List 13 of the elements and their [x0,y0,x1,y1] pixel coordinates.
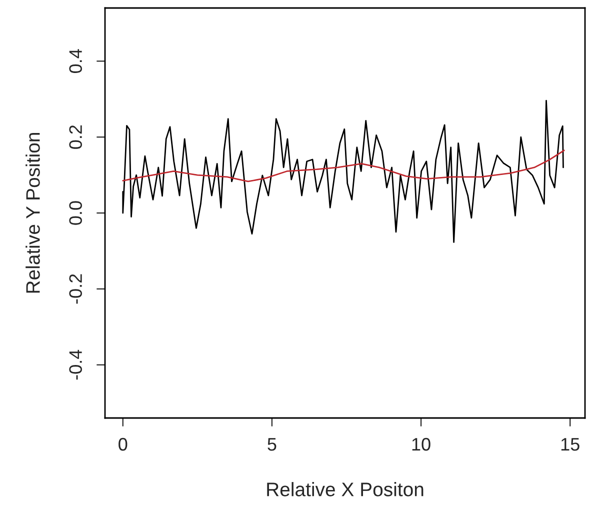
x-axis-title: Relative X Positon [267,482,424,496]
x-tick-label: 0 [118,438,128,451]
y-tick-label: -0.4 [69,350,82,380]
line-series [122,150,565,182]
x-tick-label: 15 [561,438,580,451]
y-tick-label: 0.4 [69,49,82,73]
x-tick-label: 5 [268,438,276,451]
y-axis-title: Relative Y Position [26,133,40,293]
y-tick-label: -0.2 [69,274,82,304]
x-tick-label: 10 [412,438,430,451]
y-tick-label: 0.0 [69,201,82,225]
y-tick-label: 0.2 [69,125,82,149]
line-series [122,100,564,243]
